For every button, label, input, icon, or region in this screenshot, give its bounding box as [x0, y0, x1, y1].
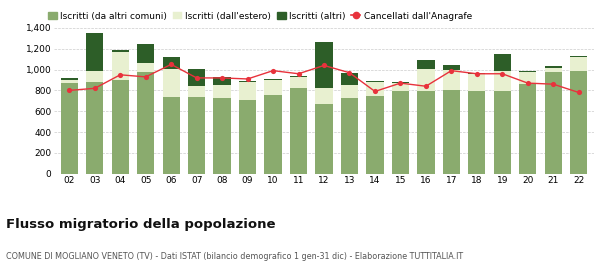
Bar: [61, 78, 78, 80]
Bar: [290, 88, 307, 174]
Text: COMUNE DI MOGLIANO VENETO (TV) - Dati ISTAT (bilancio demografico 1 gen-31 dic) : COMUNE DI MOGLIANO VENETO (TV) - Dati IS…: [6, 252, 463, 261]
Point: [294, 71, 304, 76]
Bar: [86, 33, 103, 71]
Point: [90, 86, 100, 90]
Bar: [290, 76, 307, 77]
Bar: [519, 72, 536, 84]
Bar: [188, 97, 205, 174]
Bar: [188, 69, 205, 86]
Point: [64, 88, 74, 93]
Bar: [137, 44, 154, 63]
Point: [192, 76, 202, 80]
Bar: [519, 84, 536, 174]
Bar: [86, 82, 103, 174]
Bar: [61, 80, 78, 83]
Bar: [290, 77, 307, 88]
Point: [268, 68, 278, 73]
Point: [472, 71, 482, 76]
Bar: [265, 95, 282, 174]
Point: [319, 63, 329, 68]
Bar: [214, 98, 231, 174]
Bar: [494, 92, 511, 174]
Bar: [545, 66, 562, 67]
Point: [574, 90, 584, 95]
Bar: [468, 92, 485, 174]
Point: [446, 68, 456, 73]
Bar: [239, 100, 256, 174]
Point: [395, 81, 405, 85]
Point: [497, 71, 507, 76]
Bar: [417, 60, 434, 69]
Point: [370, 89, 380, 94]
Point: [421, 84, 431, 88]
Point: [166, 62, 176, 67]
Bar: [392, 82, 409, 83]
Point: [243, 77, 253, 81]
Bar: [443, 70, 460, 90]
Bar: [392, 83, 409, 92]
Bar: [519, 71, 536, 72]
Bar: [163, 57, 180, 69]
Bar: [443, 90, 460, 174]
Bar: [112, 80, 129, 174]
Text: Flusso migratorio della popolazione: Flusso migratorio della popolazione: [6, 218, 275, 231]
Bar: [494, 71, 511, 92]
Bar: [316, 104, 332, 174]
Bar: [137, 63, 154, 72]
Bar: [265, 79, 282, 80]
Bar: [468, 74, 485, 92]
Point: [217, 76, 227, 80]
Bar: [214, 77, 231, 85]
Bar: [417, 69, 434, 92]
Bar: [494, 54, 511, 71]
Bar: [366, 81, 383, 82]
Point: [344, 71, 354, 75]
Bar: [570, 71, 587, 174]
Bar: [239, 81, 256, 82]
Bar: [86, 71, 103, 82]
Bar: [214, 85, 231, 98]
Bar: [163, 97, 180, 174]
Bar: [188, 86, 205, 97]
Bar: [265, 80, 282, 95]
Bar: [163, 69, 180, 97]
Bar: [570, 57, 587, 71]
Point: [115, 73, 125, 77]
Bar: [112, 52, 129, 80]
Bar: [341, 98, 358, 174]
Bar: [366, 82, 383, 95]
Bar: [392, 92, 409, 174]
Legend: Iscritti (da altri comuni), Iscritti (dall'estero), Iscritti (altri), Cancellati: Iscritti (da altri comuni), Iscritti (da…: [48, 11, 472, 20]
Bar: [341, 73, 358, 85]
Bar: [239, 82, 256, 100]
Bar: [570, 56, 587, 57]
Bar: [545, 67, 562, 72]
Bar: [366, 95, 383, 174]
Bar: [61, 83, 78, 174]
Bar: [417, 92, 434, 174]
Point: [548, 82, 558, 87]
Point: [141, 75, 151, 79]
Bar: [316, 88, 332, 104]
Bar: [137, 72, 154, 174]
Bar: [443, 66, 460, 70]
Bar: [112, 50, 129, 52]
Bar: [341, 85, 358, 98]
Bar: [316, 41, 332, 88]
Bar: [468, 73, 485, 74]
Bar: [545, 72, 562, 174]
Point: [523, 81, 533, 85]
